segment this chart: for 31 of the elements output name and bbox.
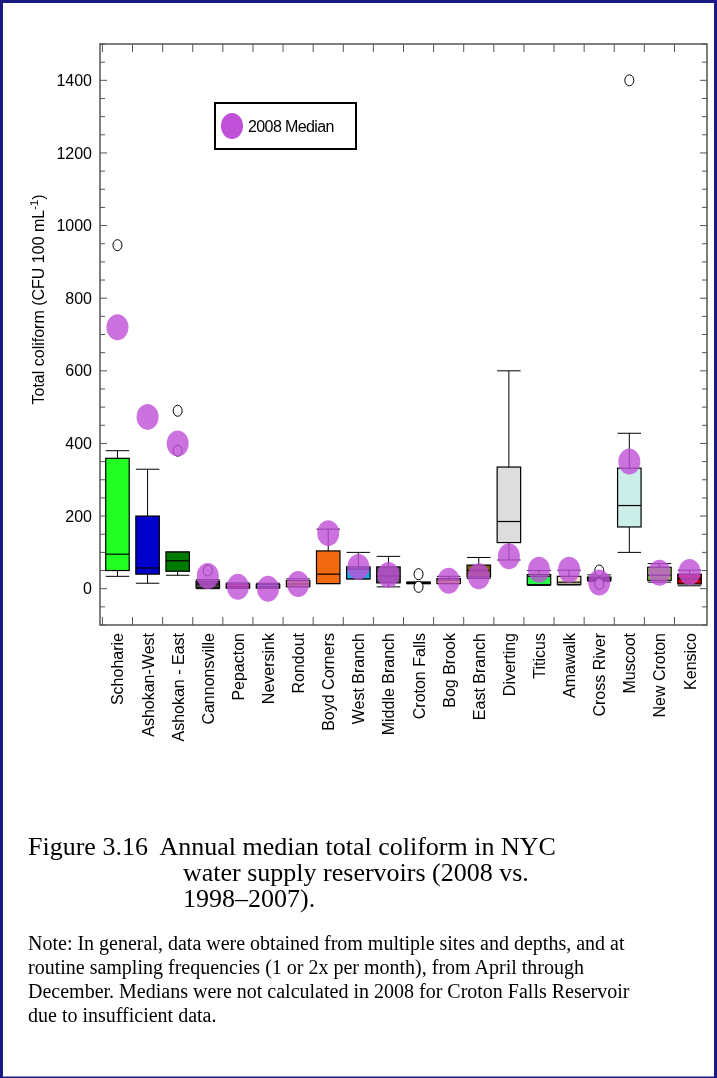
x-tick-label: Cannonsville [199,632,217,725]
y-tick-label: 0 [83,580,93,598]
x-tick-label: Bog Brook [440,632,458,708]
caption: Figure 3.16 Annual median total coliform in NYC water supply reservoirs (2008 vs. 1998–2007). [28,832,556,913]
x-tick-label: Cross River [591,632,609,717]
y-tick-label: 1200 [56,144,93,162]
x-tick-label: East Branch [470,633,488,721]
x-tick-label: Pepacton [229,633,247,701]
legend-label: 2008 Median [248,117,334,135]
x-tick-label: Titicus [530,633,548,679]
x-tick-label: Boyd Corners [320,633,338,731]
y-tick-label: 600 [65,362,93,380]
x-tick-label: New Croton [651,633,669,718]
x-tick-label: Croton Falls [410,633,428,720]
x-tick-label: Middle Branch [380,633,398,736]
x-tick-label: Ashokan-West [139,632,157,737]
x-tick-label: Kensico [681,632,699,690]
y-tick-label: 1400 [56,71,93,89]
x-tick-label: Rondout [290,632,308,694]
x-tick-label: Diverting [500,633,518,697]
y-tick-label: 200 [65,507,93,525]
y-tick-label: 1000 [56,217,93,235]
y-tick-label: 800 [65,289,93,307]
x-tick-label: Ashokan - East [169,632,187,742]
y-tick-label: 400 [65,435,93,453]
x-tick-label: Muscoot [621,632,639,694]
x-tick-label: West Branch [350,633,368,725]
x-tick-label: Amawalk [561,632,579,698]
text: Note: In general, data were obtained from multiple sites and depths, and at routine sampling frequencies (1 or 2x per month), from April through December. Medians were not calculated in 2008 for Croton Falls Reservoir due to insufficient data. [28,932,630,1026]
x-tick-label: Neversink [260,632,278,705]
x-tick-label: Schoharie [109,632,127,706]
